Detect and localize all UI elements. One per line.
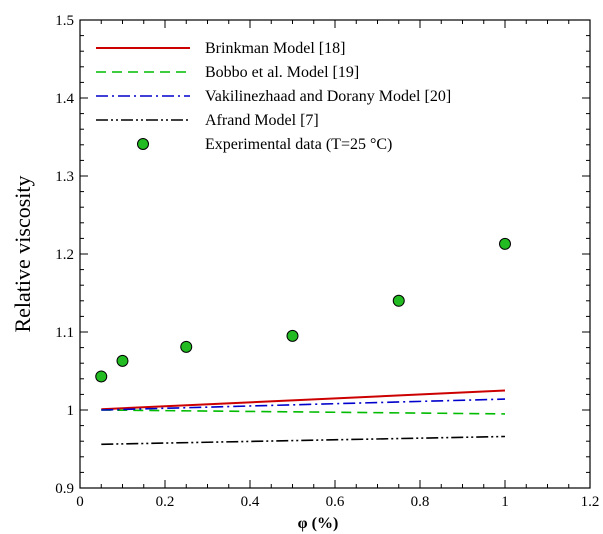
data-point-6: [499, 237, 511, 250]
data-point-1: [95, 370, 108, 383]
legend-label-2: Bobbo et al. Model [19]: [205, 64, 359, 81]
y-tick-label: 1.1: [55, 325, 74, 341]
y-tick-label: 1.5: [55, 13, 74, 29]
x-tick-label: 0.2: [156, 494, 175, 510]
y-axis-title: Relative viscosity: [10, 175, 35, 332]
x-tick-label: 0: [76, 494, 84, 510]
x-tick-label: 1.2: [581, 494, 600, 510]
series-line-2: [101, 409, 506, 415]
y-tick-label: 0.9: [55, 481, 74, 497]
legend-label-1: Brinkman Model [18]: [205, 40, 345, 57]
y-tick-label: 1: [67, 403, 75, 419]
data-point-4: [286, 329, 299, 342]
x-axis-title: φ (%): [298, 515, 339, 532]
data-point-3: [180, 340, 193, 353]
legend-label-4: Afrand Model [7]: [205, 112, 319, 129]
plot-area: [95, 237, 511, 446]
y-tick-label: 1.2: [55, 247, 74, 263]
x-tick-label: 0.8: [411, 494, 430, 510]
legend-marker: [137, 138, 149, 150]
series-line-3: [101, 398, 506, 411]
legend: Brinkman Model [18] Bobbo et al. Model [1…: [96, 40, 451, 153]
data-point-5: [392, 294, 405, 307]
y-tick-label: 1.3: [55, 169, 74, 185]
x-tick-label: 1: [501, 494, 509, 510]
x-tick-label: 0.4: [241, 494, 260, 510]
data-point-2: [116, 354, 129, 367]
x-tick-label: 0.6: [326, 494, 345, 510]
legend-label-5: Experimental data (T=25 °C): [205, 136, 392, 153]
series-line-4: [101, 435, 506, 446]
series-line-1: [101, 389, 506, 411]
axes: 0 0.2 0.4 0.6 0.8 1 1.2 0.9 1 1.1 1.2 1.3 1.4 1.5: [55, 13, 599, 510]
legend-label-3: Vakilinezhaad and Dorany Model [20]: [205, 88, 451, 105]
y-tick-label: 1.4: [55, 91, 74, 107]
